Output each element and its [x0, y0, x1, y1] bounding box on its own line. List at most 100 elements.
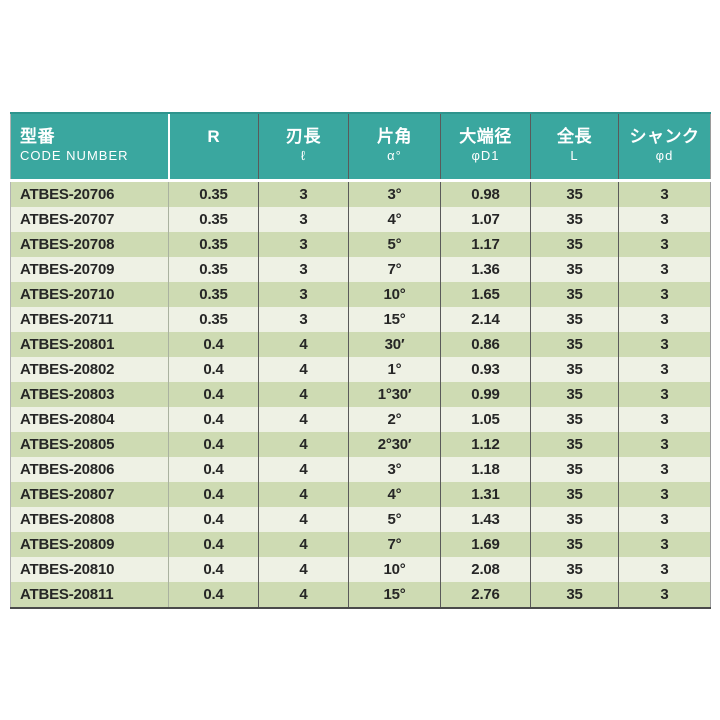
table-row: ATBES-20811 0.4 4 15° 2.76 35 3 [10, 582, 711, 608]
spec-value-cell: 0.4 [168, 557, 259, 582]
col-header-subtitle: CODE NUMBER [20, 148, 129, 163]
spec-value-cell: 1.07 [440, 207, 531, 232]
col-header-subtitle: L [570, 148, 579, 163]
spec-value-cell: 3 [618, 582, 711, 608]
spec-value-cell: 3 [258, 180, 349, 207]
spec-value-cell: 5° [348, 232, 441, 257]
spec-value-cell: 35 [530, 457, 619, 482]
spec-value-cell: 0.99 [440, 382, 531, 407]
code-number-cell: ATBES-20807 [20, 486, 115, 503]
spec-value-cell: 0.35 [168, 307, 259, 332]
spec-value-cell: 0.4 [168, 457, 259, 482]
col-header-title: 型番 [20, 127, 55, 146]
spec-value-cell: 35 [530, 282, 619, 307]
spec-value-cell: 3 [618, 357, 711, 382]
table-header: 型番 CODE NUMBER R 刃長 ℓ 片角 α° 大端径 φD1 [10, 112, 711, 182]
spec-value-cell: 3 [618, 232, 711, 257]
spec-value-cell: 4 [258, 557, 349, 582]
spec-value-cell: 35 [530, 432, 619, 457]
spec-value-cell: 4 [258, 432, 349, 457]
spec-value-cell: 2.08 [440, 557, 531, 582]
code-number-cell: ATBES-20806 [20, 461, 115, 478]
table-row: ATBES-20706 0.35 3 3° 0.98 35 3 [10, 180, 711, 207]
spec-value-cell: 10° [348, 282, 441, 307]
code-number-cell: ATBES-20709 [20, 261, 115, 278]
spec-value-cell: 3° [348, 457, 441, 482]
spec-value-cell: 4 [258, 482, 349, 507]
spec-value-cell: 3 [618, 557, 711, 582]
spec-value-cell: 2.14 [440, 307, 531, 332]
col-header-subtitle: φD1 [471, 148, 500, 163]
spec-value-cell: 1.65 [440, 282, 531, 307]
spec-value-cell: 1.36 [440, 257, 531, 282]
spec-value-cell: 1.17 [440, 232, 531, 257]
spec-value-cell: 3 [618, 282, 711, 307]
spec-value-cell: 15° [348, 582, 441, 608]
spec-value-cell: 4° [348, 482, 441, 507]
code-number-cell: ATBES-20808 [20, 511, 115, 528]
code-number-cell: ATBES-20804 [20, 411, 115, 428]
spec-value-cell: 4 [258, 507, 349, 532]
spec-value-cell: 3 [258, 282, 349, 307]
code-number-cell: ATBES-20706 [20, 186, 115, 203]
spec-value-cell: 35 [530, 232, 619, 257]
col-header-subtitle [170, 147, 259, 164]
table-row: ATBES-20808 0.4 4 5° 1.43 35 3 [10, 507, 711, 532]
code-number-cell: ATBES-20809 [20, 536, 115, 553]
spec-value-cell: 3 [618, 307, 711, 332]
col-header-shank-dia: シャンク φd [618, 112, 711, 182]
spec-value-cell: 0.4 [168, 382, 259, 407]
code-number-cell: ATBES-20802 [20, 361, 115, 378]
spec-value-cell: 1° [348, 357, 441, 382]
col-header-flute-length: 刃長 ℓ [258, 112, 349, 182]
spec-value-cell: 35 [530, 332, 619, 357]
spec-value-cell: 35 [530, 207, 619, 232]
spec-value-cell: 0.4 [168, 532, 259, 557]
spec-value-cell: 1°30′ [348, 382, 441, 407]
spec-value-cell: 3 [258, 232, 349, 257]
spec-value-cell: 3 [618, 257, 711, 282]
spec-value-cell: 4 [258, 457, 349, 482]
table-row: ATBES-20810 0.4 4 10° 2.08 35 3 [10, 557, 711, 582]
spec-value-cell: 0.4 [168, 507, 259, 532]
spec-value-cell: 3 [618, 532, 711, 557]
spec-value-cell: 10° [348, 557, 441, 582]
product-spec-table-wrap: 型番 CODE NUMBER R 刃長 ℓ 片角 α° 大端径 φD1 [10, 112, 711, 609]
spec-value-cell: 35 [530, 482, 619, 507]
table-row: ATBES-20807 0.4 4 4° 1.31 35 3 [10, 482, 711, 507]
spec-value-cell: 0.35 [168, 207, 259, 232]
code-number-cell: ATBES-20810 [20, 561, 115, 578]
spec-value-cell: 0.93 [440, 357, 531, 382]
spec-value-cell: 35 [530, 557, 619, 582]
spec-value-cell: 35 [530, 582, 619, 608]
spec-value-cell: 3 [618, 180, 711, 207]
spec-value-cell: 4 [258, 332, 349, 357]
code-number-cell: ATBES-20711 [20, 311, 114, 328]
spec-value-cell: 2° [348, 407, 441, 432]
spec-value-cell: 1.69 [440, 532, 531, 557]
spec-value-cell: 1.12 [440, 432, 531, 457]
spec-value-cell: 3° [348, 180, 441, 207]
table-row: ATBES-20805 0.4 4 2°30′ 1.12 35 3 [10, 432, 711, 457]
spec-value-cell: 0.35 [168, 257, 259, 282]
product-spec-table: 型番 CODE NUMBER R 刃長 ℓ 片角 α° 大端径 φD1 [10, 112, 711, 609]
spec-value-cell: 3 [618, 332, 711, 357]
spec-value-cell: 3 [258, 207, 349, 232]
spec-value-cell: 3 [618, 482, 711, 507]
spec-value-cell: 0.4 [168, 482, 259, 507]
col-header-title: 大端径 [459, 127, 512, 146]
code-number-cell: ATBES-20707 [20, 211, 115, 228]
code-number-cell: ATBES-20805 [20, 436, 115, 453]
table-row: ATBES-20803 0.4 4 1°30′ 0.99 35 3 [10, 382, 711, 407]
col-header-large-end-dia: 大端径 φD1 [440, 112, 531, 182]
table-row: ATBES-20708 0.35 3 5° 1.17 35 3 [10, 232, 711, 257]
spec-value-cell: 4 [258, 407, 349, 432]
spec-value-cell: 1.31 [440, 482, 531, 507]
spec-value-cell: 35 [530, 532, 619, 557]
table-row: ATBES-20802 0.4 4 1° 0.93 35 3 [10, 357, 711, 382]
col-header-code-number: 型番 CODE NUMBER [10, 112, 169, 182]
spec-value-cell: 35 [530, 407, 619, 432]
col-header-title: 刃長 [286, 127, 321, 146]
spec-value-cell: 1.18 [440, 457, 531, 482]
spec-value-cell: 0.4 [168, 332, 259, 357]
